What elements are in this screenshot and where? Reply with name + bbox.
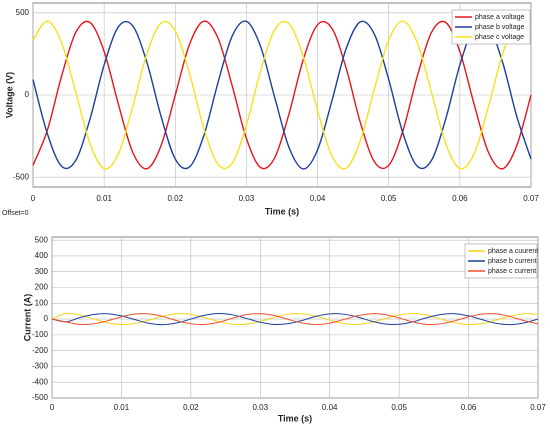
series-line: [51, 313, 539, 326]
x-tick-label: 0.02: [183, 403, 199, 412]
y-tick-label: 300: [35, 267, 49, 276]
legend-label: phase a cuurent: [488, 248, 538, 255]
y-tick-label: -200: [32, 346, 49, 355]
x-tick-label: 0.06: [452, 194, 468, 203]
legend-label: phase a voltage: [475, 14, 525, 21]
y-tick-label: 500: [16, 8, 30, 17]
y-axis-label: Current (A): [22, 294, 32, 342]
series-line: [32, 20, 532, 170]
x-axis-label: Time (s): [265, 206, 299, 216]
annotation: Offset=0: [2, 210, 29, 217]
x-tick-label: 0.02: [167, 194, 183, 203]
series-line: [32, 20, 532, 170]
series-line: [51, 312, 539, 325]
x-tick-label: 0.01: [114, 403, 130, 412]
x-tick-label: 0.04: [322, 403, 338, 412]
y-axis-label: Voltage (V): [4, 72, 14, 118]
series-line: [32, 20, 532, 170]
legend-label: phase b voltage: [475, 24, 525, 31]
x-tick-label: 0.03: [252, 403, 268, 412]
legend-label: phase c current: [488, 268, 536, 275]
x-tick-label: 0: [50, 403, 55, 412]
y-tick-label: -500: [13, 172, 30, 181]
plot-area: [51, 236, 539, 399]
x-tick-label: 0.07: [523, 194, 539, 203]
y-tick-label: 100: [35, 298, 49, 307]
x-tick-label: 0: [31, 194, 36, 203]
legend-label: phase b current: [488, 258, 537, 265]
y-tick-label: -500: [32, 393, 49, 402]
x-axis-label: Time (s): [278, 413, 312, 423]
x-tick-label: 0.05: [381, 194, 397, 203]
y-tick-label: -100: [32, 330, 49, 339]
x-tick-label: 0.06: [461, 403, 477, 412]
y-tick-label: 500: [35, 235, 49, 244]
y-tick-label: 200: [35, 283, 49, 292]
y-tick-label: 0: [44, 314, 49, 323]
y-tick-label: 0: [25, 90, 30, 99]
y-tick-label: -400: [32, 377, 49, 386]
series-line: [51, 313, 539, 326]
x-tick-label: 0.01: [96, 194, 112, 203]
x-tick-label: 0.05: [391, 403, 407, 412]
legend-label: phase c voltage: [475, 34, 524, 41]
y-tick-label: -300: [32, 362, 49, 371]
x-tick-label: 0.03: [239, 194, 255, 203]
x-tick-label: 0.07: [530, 403, 546, 412]
x-tick-label: 0.04: [310, 194, 326, 203]
y-tick-label: 400: [35, 251, 49, 260]
